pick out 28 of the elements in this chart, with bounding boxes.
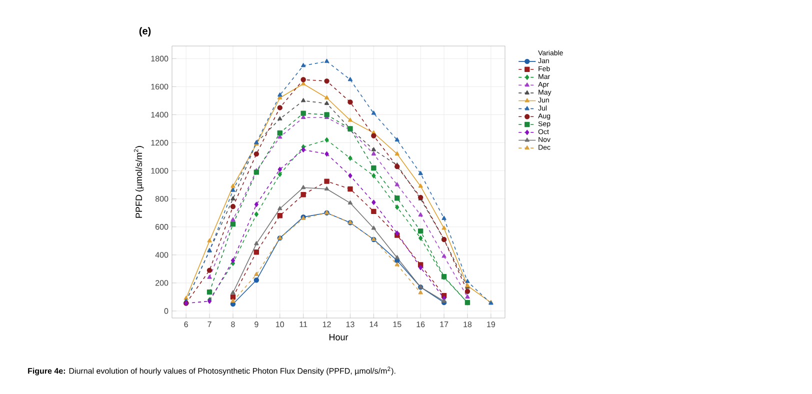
- y-tick-label: 400: [155, 252, 168, 258]
- x-axis-title: Hour: [329, 334, 348, 340]
- chart-title: (e): [139, 27, 151, 36]
- x-tick-label: 8: [231, 322, 235, 328]
- x-tick-label: 6: [184, 322, 188, 328]
- x-tick-label: 14: [370, 322, 378, 328]
- x-tick-label: 11: [300, 322, 308, 328]
- x-tick-label: 10: [276, 322, 284, 328]
- x-tick-label: 16: [416, 322, 425, 328]
- x-tick-label: 19: [487, 322, 495, 328]
- y-tick-label: 600: [156, 224, 168, 230]
- y-tick-label: 0: [164, 308, 168, 314]
- x-tick-label: 13: [346, 322, 354, 328]
- text: Figure 4e: Diurnal evolution of hourly values of Photosynthetic Photon Flux Density (PPFD, µmol/s/m$^{2}$).: [28, 366, 396, 376]
- x-tick-label: 15: [393, 322, 402, 328]
- x-tick-label: 17: [440, 322, 448, 328]
- y-tick-label: 1000: [151, 168, 168, 174]
- x-tick-label: 7: [208, 322, 212, 328]
- y-tick-label: 1400: [151, 112, 168, 118]
- y-tick-label: 1200: [151, 140, 168, 146]
- x-tick-label: 12: [322, 322, 331, 328]
- y-tick-label: 800: [155, 196, 168, 202]
- x-tick-label: 18: [464, 322, 472, 328]
- x-tick-label: 9: [254, 322, 258, 328]
- y-axis-title: PPFD (µmol/s/m$^{2}$): [134, 146, 144, 218]
- y-tick-label: 1600: [151, 84, 168, 90]
- y-tick-label: 200: [156, 280, 168, 286]
- y-tick-label: 1800: [151, 56, 168, 62]
